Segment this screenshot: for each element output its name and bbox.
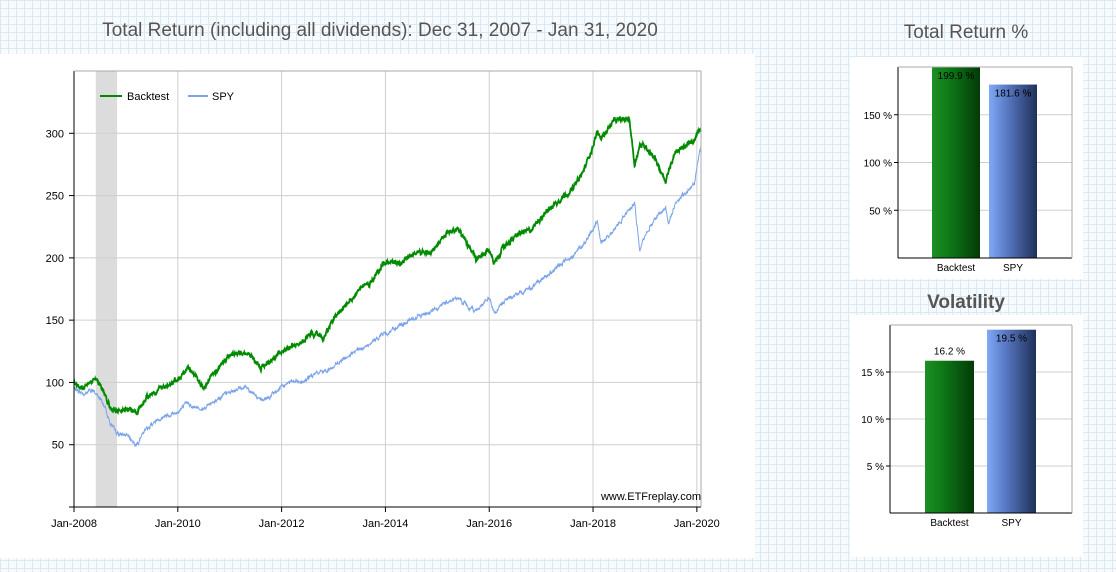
data-label-backtest: 199.9 % [938, 71, 975, 82]
total-return-bar-chart-panel: 50 % 100 % 150 % 199.9 % Backtest 181.6 % SPY [850, 57, 1083, 279]
volatility-bar-chart: 5 % 10 % 15 % 16.2 % Backtest 19.5 % SPY [861, 324, 1073, 529]
y-tick-label: 100 [46, 377, 64, 389]
y-tick-label: 50 [52, 440, 64, 452]
data-label-backtest: 16.2 % [934, 347, 965, 358]
legend-label-spy: SPY [212, 91, 235, 103]
total-return-title: Total Return % [903, 22, 1029, 43]
legend-label-backtest: Backtest [127, 91, 169, 103]
x-tick-label: Jan-2014 [362, 518, 408, 530]
y-tick-label: 10 % [861, 415, 884, 426]
x-tick-label: Jan-2016 [466, 518, 512, 530]
series-line-spy [73, 146, 702, 448]
x-tick-label: Jan-2010 [155, 518, 201, 530]
y-tick-label: 150 [46, 315, 64, 327]
x-tick-label: Jan-2018 [570, 518, 616, 530]
series-line-backtest [73, 116, 702, 416]
total-return-line-chart: 50 100 150 200 250 300 Jan-2008 Jan-2010 Jan-201… [46, 70, 720, 530]
x-tick-label: Jan-2012 [259, 518, 305, 530]
y-tick-label: 150 % [864, 111, 892, 122]
y-tick-label: 200 [46, 253, 64, 265]
total-return-bar-chart: 50 % 100 % 150 % 199.9 % Backtest 181.6 % SPY [864, 66, 1073, 274]
data-label-spy: 19.5 % [996, 334, 1027, 345]
y-tick-label: 5 % [867, 462, 884, 473]
category-label-backtest: Backtest [937, 263, 976, 274]
y-tick-label: 300 [46, 128, 64, 140]
main-chart-title: Total Return (including all dividends): … [102, 20, 658, 41]
y-tick-label: 250 [46, 191, 64, 203]
x-tick-label: Jan-2008 [51, 518, 97, 530]
category-label-spy: SPY [1003, 263, 1023, 274]
bar-backtest [932, 67, 980, 259]
volatility-title: Volatility [927, 292, 1005, 313]
recession-shading [95, 71, 118, 507]
category-label-backtest: Backtest [930, 518, 969, 529]
x-tick-label: Jan-2020 [674, 518, 720, 530]
bar-backtest [925, 360, 974, 513]
data-label-spy: 181.6 % [995, 89, 1032, 100]
y-tick-label: 100 % [864, 159, 892, 170]
bar-spy [987, 329, 1036, 513]
volatility-bar-chart-panel: 5 % 10 % 15 % 16.2 % Backtest 19.5 % SPY [850, 315, 1083, 557]
y-tick-label: 15 % [861, 368, 884, 379]
total-return-line-chart-panel: 50 100 150 200 250 300 Jan-2008 Jan-2010 Jan-201… [0, 54, 755, 558]
watermark-text: www.ETFreplay.com [600, 491, 701, 503]
category-label-spy: SPY [1001, 518, 1021, 529]
y-tick-label: 50 % [869, 206, 892, 217]
bar-spy [989, 84, 1037, 259]
